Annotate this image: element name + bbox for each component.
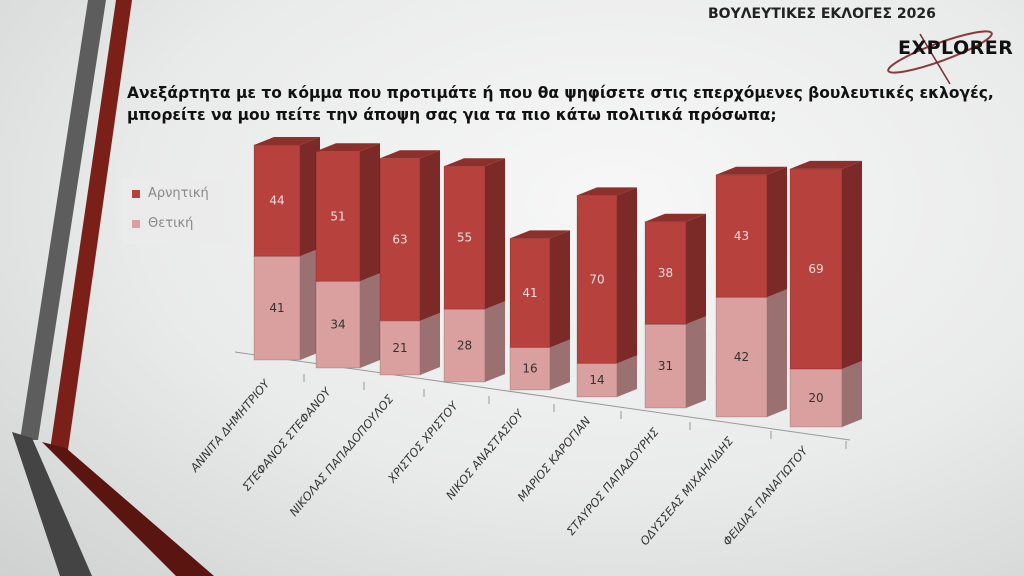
data-label: 69 xyxy=(808,262,823,276)
bar-positive xyxy=(644,323,687,409)
bar-positive-side xyxy=(420,312,440,375)
legend-swatch xyxy=(132,219,140,228)
bar-negative xyxy=(644,221,687,325)
survey-question: Ανεξάρτητα με το κόμμα που προτιμάτε ή π… xyxy=(127,84,994,124)
bar-positive-side xyxy=(300,248,320,360)
bar-negative xyxy=(315,150,361,282)
explorer-logo: EXPLORER xyxy=(880,24,1020,84)
legend-swatch xyxy=(132,189,140,198)
bar-positive-side xyxy=(686,316,706,408)
bar-negative-side xyxy=(485,158,505,310)
data-label: 44 xyxy=(269,194,284,208)
bar-top xyxy=(577,187,637,196)
bar-positive-side xyxy=(617,355,637,397)
bar-top xyxy=(316,143,380,152)
bar-positive xyxy=(715,296,768,418)
bar-negative-side xyxy=(686,213,706,325)
bar-negative xyxy=(789,168,843,370)
logo-swoosh-icon xyxy=(887,30,993,84)
bar-top xyxy=(254,136,320,145)
bar-negative xyxy=(715,174,768,298)
data-label: 14 xyxy=(589,373,604,387)
data-label: 55 xyxy=(457,231,472,245)
x-tick-label: ΣΤΑΥΡΟΣ ΠΑΠΑΔΟΥΡΗΣ xyxy=(564,424,663,538)
survey-title: ΒΟΥΛΕΥΤΙΚΕΣ ΕΚΛΟΓΕΣ 2026 xyxy=(708,6,936,22)
bar-positive-side xyxy=(485,301,505,382)
legend-item-positive: Θετική xyxy=(132,216,193,231)
data-label: 20 xyxy=(808,391,823,405)
data-label: 41 xyxy=(269,301,284,315)
bar-positive-side xyxy=(360,273,380,368)
legend: Αρνητική Θετική xyxy=(122,178,242,244)
data-label: 63 xyxy=(392,233,407,247)
data-label: 34 xyxy=(330,318,345,332)
bar-top xyxy=(790,160,862,169)
data-label: 70 xyxy=(589,272,604,286)
data-label: 38 xyxy=(658,266,673,280)
data-label: 28 xyxy=(457,339,472,353)
bar-negative-side xyxy=(550,230,570,348)
data-label: 31 xyxy=(658,359,673,373)
x-tick-label: ΝΙΚΟΣ ΑΝΑΣΤΑΣΙΟΥ xyxy=(443,406,527,502)
bar-negative-side xyxy=(360,143,380,282)
x-tick-label: ΧΡΙΣΤΟΣ ΧΡΙΣΤΟΥ xyxy=(384,398,461,486)
x-tick-label: ΦΕΙΔΙΑΣ ΠΑΝΑΓΙΩΤΟΥ xyxy=(720,443,811,548)
bar-positive-side xyxy=(550,339,570,390)
bar-top xyxy=(444,158,505,167)
bar-negative xyxy=(253,144,301,257)
bar-negative-side xyxy=(767,166,787,298)
bar-top xyxy=(380,150,440,159)
data-label: 43 xyxy=(734,229,749,243)
bar-positive xyxy=(576,362,618,398)
bar-top xyxy=(510,230,570,239)
bar-positive-side xyxy=(842,361,862,427)
bar-negative xyxy=(509,237,551,348)
bar-negative-side xyxy=(617,187,637,364)
bar-top xyxy=(645,213,706,222)
bar-negative xyxy=(379,157,421,322)
bar-positive-side xyxy=(767,289,787,417)
x-tick-label: ΜΑΡΙΟΣ ΚΑΡΟΓΙΑΝ xyxy=(515,414,594,504)
data-label: 42 xyxy=(734,350,749,364)
data-label: 41 xyxy=(522,286,537,300)
x-tick-label: ΟΔΥΣΣΕΑΣ ΜΙΧΑΗΛΙΔΗΣ xyxy=(637,433,736,548)
data-label: 21 xyxy=(392,341,407,355)
legend-item-negative: Αρνητική xyxy=(132,186,209,201)
bar-positive xyxy=(315,280,361,369)
bar-negative xyxy=(576,194,618,364)
bar-negative-side xyxy=(420,150,440,321)
bar-negative-side xyxy=(300,136,320,257)
bar-positive xyxy=(509,346,551,391)
bar-top xyxy=(716,166,787,175)
data-label: 16 xyxy=(522,362,537,376)
data-label: 51 xyxy=(330,209,345,223)
bar-negative-side xyxy=(842,160,862,369)
